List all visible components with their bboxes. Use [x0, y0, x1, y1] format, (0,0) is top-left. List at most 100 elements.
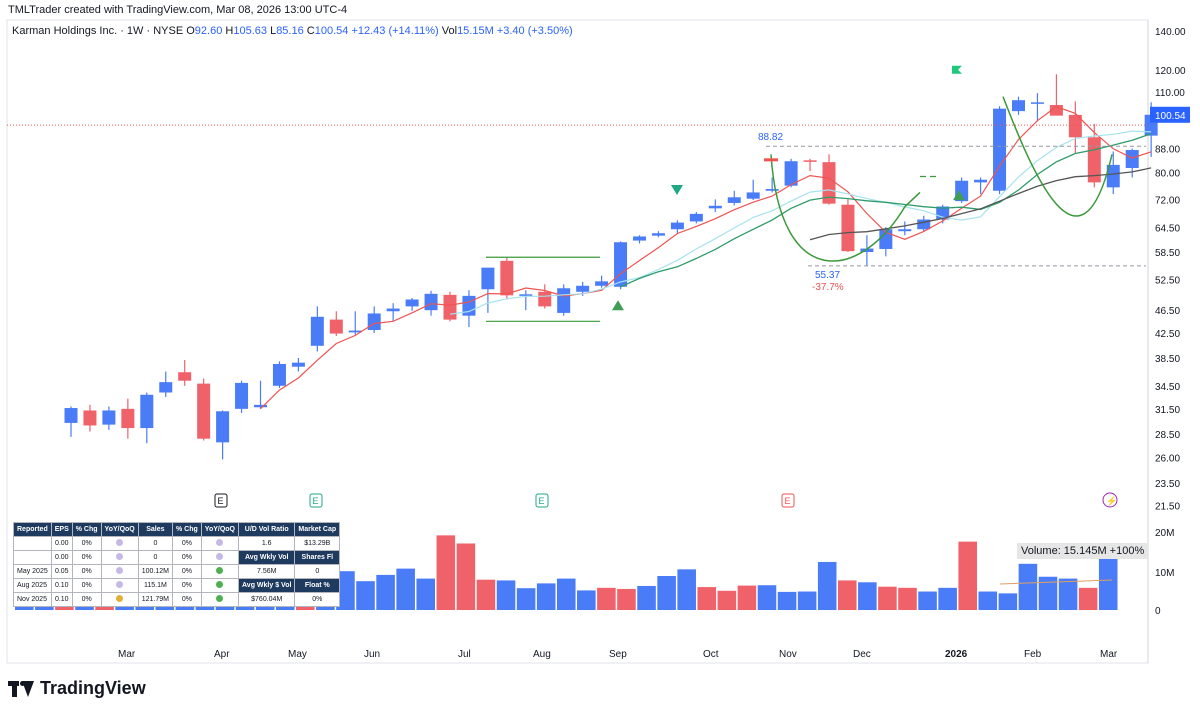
- volume-bar: [456, 543, 476, 610]
- tradingview-logo-icon: [8, 680, 34, 697]
- y-tick-label: 120.00: [1155, 66, 1186, 77]
- cell-k1: Avg Wkly Vol: [238, 550, 296, 565]
- depth-label: -37.7%: [812, 282, 844, 293]
- volume-legend-label: Vol: [441, 25, 458, 37]
- candle-body: [348, 330, 362, 333]
- earnings-marker-icon: [535, 493, 549, 508]
- cell-sales: 100.12M: [137, 564, 174, 579]
- y-tick-label: 26.00: [1155, 453, 1180, 464]
- volume-bar: [1058, 578, 1078, 610]
- cell-reported: Aug 2025: [13, 578, 52, 593]
- volume-tick-label: 0: [1155, 606, 1161, 617]
- candle-body: [83, 410, 97, 426]
- volume-bar: [697, 587, 717, 610]
- volume-bar: [898, 587, 917, 610]
- low-value: 85.16: [276, 25, 304, 37]
- status-dot-cell: [100, 592, 139, 607]
- volume-bar: [737, 585, 757, 610]
- sell-triangle-icon: [671, 185, 683, 196]
- candle-body: [670, 222, 684, 230]
- candle-body: [424, 293, 438, 311]
- lightning-glyph: ⚡: [1106, 495, 1117, 507]
- marker-bar: [764, 158, 778, 162]
- candle-body: [1012, 100, 1025, 112]
- volume-legend-value: 15.15M: [457, 25, 494, 37]
- status-dot-cell: [100, 536, 139, 551]
- th-eps: EPS: [50, 522, 73, 537]
- volume-bar: [1078, 587, 1098, 610]
- candle-body: [254, 404, 267, 408]
- candle-body: [367, 313, 381, 330]
- y-tick-label: 110.00: [1155, 88, 1185, 99]
- y-tick-label: 80.00: [1155, 169, 1180, 180]
- candle-body: [443, 294, 457, 320]
- close-label: C: [306, 25, 315, 37]
- status-dot-icon: [216, 595, 224, 602]
- volume-bar: [677, 569, 696, 610]
- open-label: O: [186, 25, 195, 37]
- status-dot-cell: [200, 578, 240, 593]
- cell-sales-chg: 0%: [172, 564, 202, 579]
- moon-icon: [116, 539, 124, 546]
- flag-icon: [952, 65, 962, 78]
- symbol-name: Karman Holdings Inc. · 1W · NYSE: [12, 25, 184, 37]
- volume-bar: [1018, 563, 1038, 610]
- th-sales: Sales: [137, 522, 174, 537]
- volume-bar: [336, 571, 355, 610]
- moon-icon: [116, 553, 124, 560]
- volume-bar: [657, 576, 676, 610]
- ma-green-line: [620, 133, 1152, 288]
- cell-sales: 0: [137, 550, 174, 565]
- change-value: +12.43 (+14.11%): [351, 25, 439, 37]
- status-dot-icon: [216, 581, 224, 588]
- brand-text: TradingView: [40, 678, 146, 698]
- volume-bar: [817, 561, 837, 610]
- x-tick-label: Nov: [779, 649, 797, 660]
- candle-body: [102, 410, 116, 425]
- cell-k1: 7.56M: [238, 564, 296, 579]
- cell-eps: 0.05: [50, 564, 73, 579]
- moon-icon: [216, 539, 224, 546]
- candle-body: [614, 242, 628, 287]
- candle-body: [121, 408, 135, 429]
- volume-bar: [958, 541, 977, 610]
- candle-body: [405, 299, 419, 307]
- cell-eps-chg: 0%: [71, 536, 102, 551]
- volume-bar: [536, 583, 556, 610]
- symbol-legend: Karman Holdings Inc. · 1W · NYSE O92.60 …: [12, 25, 573, 37]
- candle-body: [746, 192, 760, 199]
- candle-body: [595, 281, 609, 286]
- status-dot-icon: [216, 567, 224, 574]
- ma-red-line: [260, 105, 1152, 410]
- cell-eps: 0.10: [50, 578, 73, 593]
- cell-k2: 0%: [294, 592, 341, 607]
- moon-icon: [116, 581, 124, 588]
- x-tick-label: Jul: [458, 649, 471, 660]
- fundamentals-table: Reported EPS % Chg YoY/QoQ Sales % Chg Y…: [13, 522, 341, 607]
- volume-ma-line: [999, 579, 1113, 585]
- candle-body: [576, 285, 590, 292]
- status-dot-cell: [100, 564, 139, 579]
- cell-eps: 0.00: [50, 550, 73, 565]
- cell-sales-chg: 0%: [172, 578, 202, 593]
- fundamentals-header-row: Reported EPS % Chg YoY/QoQ Sales % Chg Y…: [13, 522, 341, 537]
- earnings-marker-label: E: [313, 496, 319, 506]
- last-price-tag-label: 100.54: [1155, 111, 1186, 122]
- x-tick-label: Oct: [703, 649, 719, 660]
- moon-icon: [116, 567, 124, 574]
- volume-bar: [837, 580, 857, 610]
- cell-reported: Nov 2025: [13, 592, 52, 607]
- cell-sales: 0: [137, 536, 174, 551]
- volume-bar: [978, 591, 998, 610]
- y-tick-label: 58.50: [1155, 248, 1180, 259]
- status-dot-cell: [200, 592, 240, 607]
- volume-bar: [858, 582, 877, 610]
- status-dot-cell: [100, 550, 139, 565]
- cell-reported: [13, 536, 52, 551]
- volume-tick-label: 20M: [1155, 528, 1174, 539]
- fundamentals-row: 0.00 0% 0 0% 1.6 $13.29B: [13, 536, 341, 551]
- cell-sales-chg: 0%: [172, 592, 202, 607]
- candle-body: [1068, 114, 1082, 138]
- candle-body: [633, 236, 646, 241]
- moon-icon: [216, 553, 224, 560]
